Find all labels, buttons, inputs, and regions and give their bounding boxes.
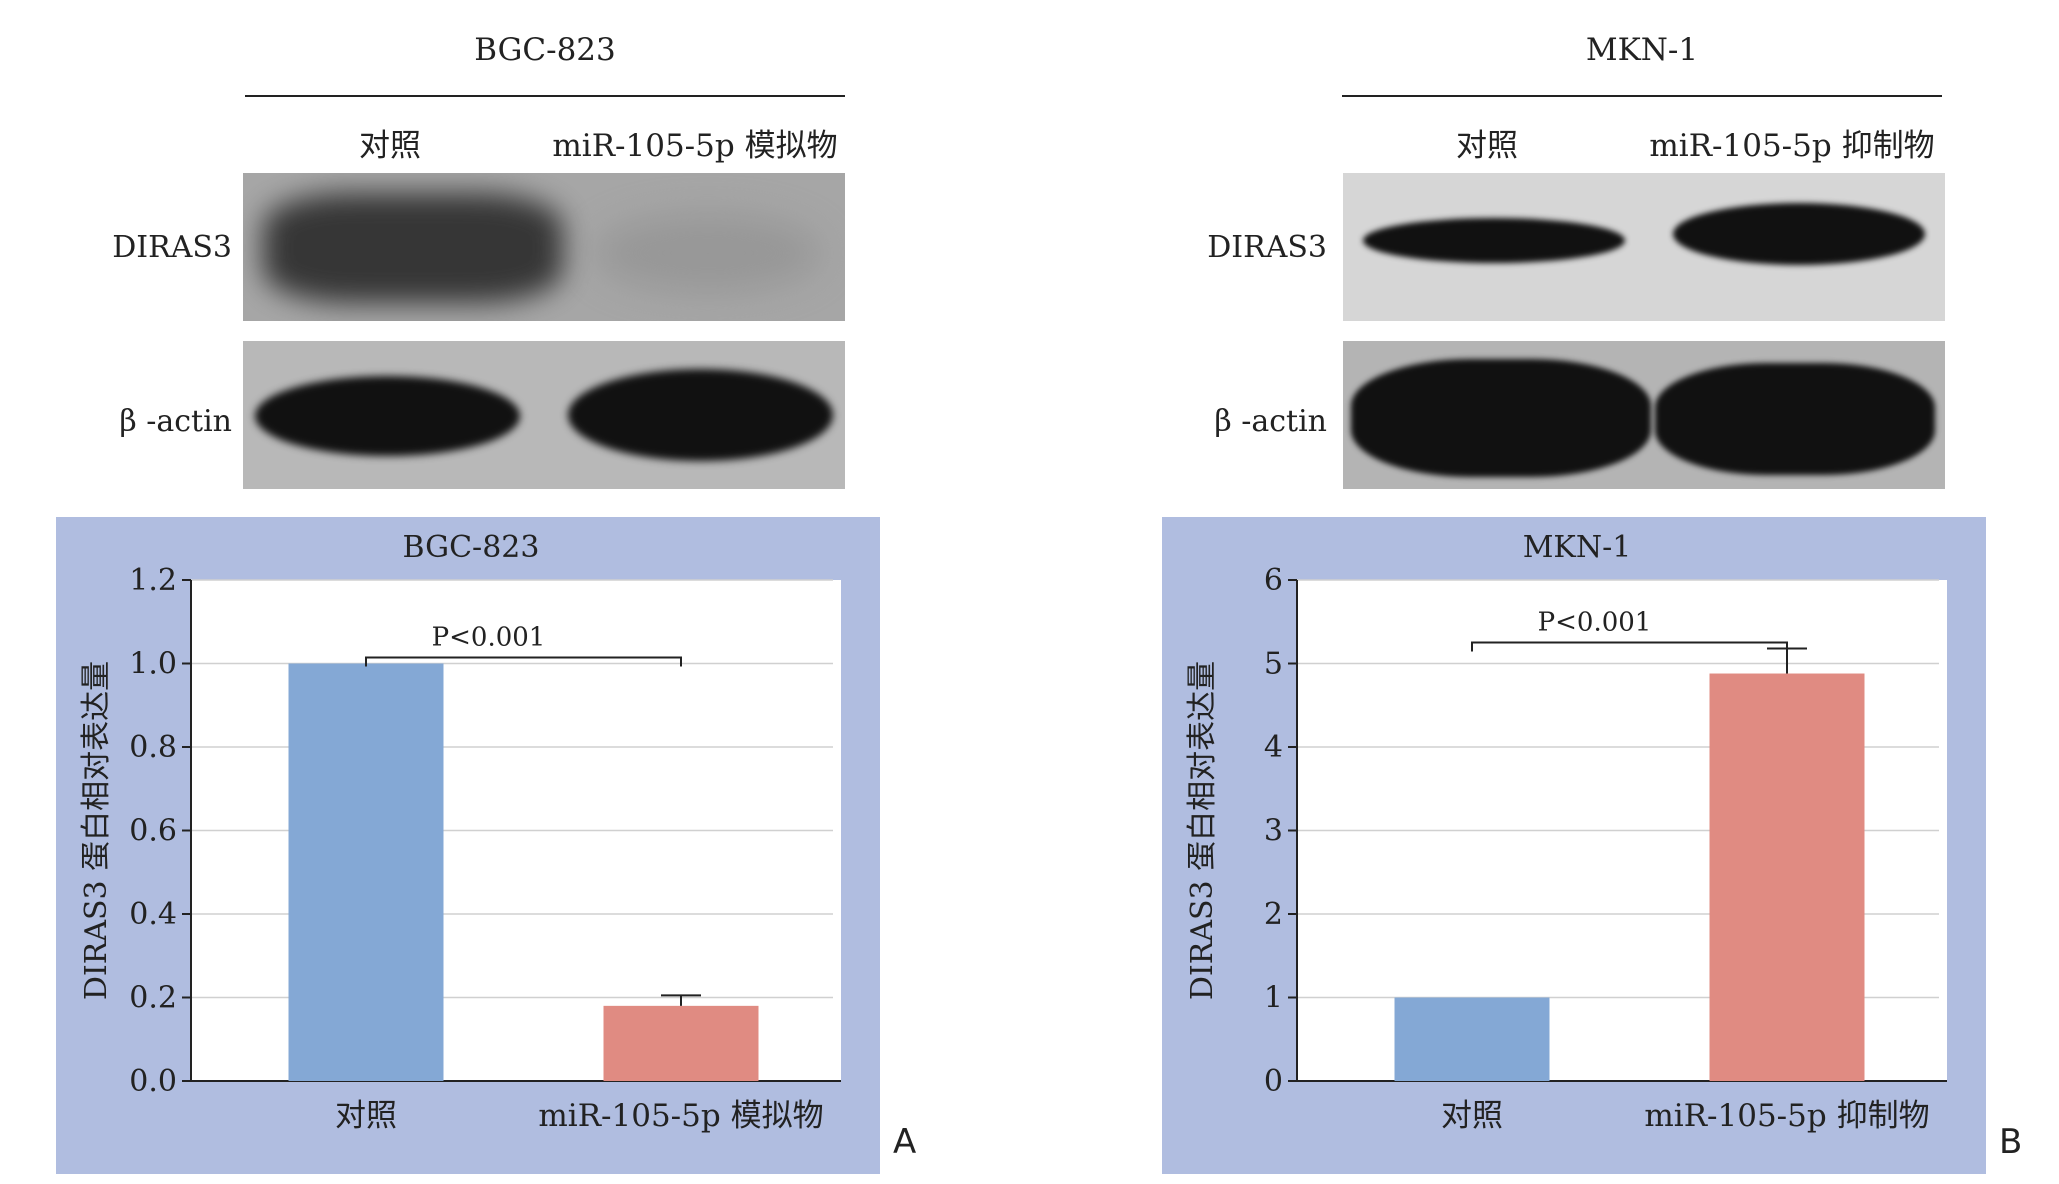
lane-divider (245, 95, 845, 97)
significance-label: P<0.001 (432, 623, 546, 653)
band-control (263, 193, 563, 303)
bar-2 (603, 1005, 759, 1081)
chart-title: MKN-1 (1523, 530, 1632, 565)
blot-diras3 (243, 173, 845, 321)
y-tick-label: 3 (1264, 814, 1283, 849)
x-tick-label-2: miR-105-5p 模拟物 (538, 1098, 823, 1134)
band-treatment (568, 369, 833, 461)
y-tick-label: 0 (1264, 1064, 1283, 1099)
panel-b: MKN-1 对照 miR-105-5p 抑制物 DIRAS3 β -actin … (1030, 0, 2059, 1184)
y-tick-label: 2 (1264, 897, 1283, 932)
lane-label-control: 对照 (1456, 128, 1518, 164)
y-tick-label: 4 (1264, 730, 1283, 765)
significance-bracket (365, 656, 682, 667)
blot-cell-line-title: BGC-823 (474, 32, 616, 68)
chart-title: BGC-823 (403, 530, 540, 565)
y-tick-label: 0.4 (129, 897, 177, 932)
blot-diras3 (1343, 173, 1945, 321)
y-tick-label: 0.6 (129, 814, 177, 849)
chart-a-container: 0.0 0.2 0.4 0.6 0.8 1.0 1.2 BGC-823 DIRAS3 蛋白相对表… (56, 517, 880, 1174)
y-tick-label: 0.2 (129, 981, 177, 1016)
y-tick-label: 1.2 (129, 563, 177, 598)
y-tick-label: 0.0 (129, 1064, 177, 1099)
x-tick-label-1: 对照 (335, 1098, 397, 1134)
lane-label-control: 对照 (359, 128, 421, 164)
band-treatment (1673, 203, 1925, 265)
bar-1 (1394, 997, 1550, 1081)
significance-bracket (1471, 641, 1788, 652)
y-tick-label: 0.8 (129, 730, 177, 765)
band-treatment (593, 213, 823, 293)
panel-a: BGC-823 对照 miR-105-5p 模拟物 DIRAS3 β -acti… (56, 32, 917, 1174)
bar-2 (1709, 673, 1865, 1081)
chart-a: 0.0 0.2 0.4 0.6 0.8 1.0 1.2 BGC-823 DIRAS3 蛋白相对表… (79, 530, 841, 1134)
lane-divider (1342, 95, 1942, 97)
y-tick-label: 5 (1264, 647, 1283, 682)
blot-actin (243, 341, 845, 489)
lane-label-treatment: miR-105-5p 抑制物 (1649, 128, 1935, 164)
band-treatment (1655, 363, 1935, 475)
blot-label-actin: β -actin (1214, 404, 1327, 439)
panel-letter-b: B (1999, 1122, 2023, 1162)
blot-actin (1343, 341, 1945, 489)
band-control (1363, 218, 1625, 263)
band-control (1351, 359, 1651, 477)
x-tick-label-2: miR-105-5p 抑制物 (1644, 1098, 1929, 1134)
y-tick-label: 1 (1264, 981, 1283, 1016)
blot-label-diras3: DIRAS3 (112, 230, 232, 265)
band-control (255, 376, 520, 456)
y-axis-label: DIRAS3 蛋白相对表达量 (1185, 661, 1220, 1000)
blot-label-diras3: DIRAS3 (1207, 230, 1327, 265)
x-tick-label-1: 对照 (1441, 1098, 1503, 1134)
y-tick-label: 1.0 (129, 647, 177, 682)
blot-cell-line-title: MKN-1 (1585, 32, 1699, 68)
panel-letter-a: A (893, 1122, 917, 1162)
chart-b-container: 0 1 2 3 4 5 6 MKN-1 DIRAS3 蛋白相对表达量对照 miR-105-5p 抑… (1162, 517, 1986, 1174)
significance-label: P<0.001 (1538, 607, 1652, 637)
lane-label-treatment: miR-105-5p 模拟物 (552, 128, 838, 164)
y-axis-label: DIRAS3 蛋白相对表达量 (79, 661, 114, 1000)
bar-1 (288, 663, 444, 1081)
y-tick-label: 6 (1264, 563, 1283, 598)
blot-label-actin: β -actin (119, 404, 232, 439)
